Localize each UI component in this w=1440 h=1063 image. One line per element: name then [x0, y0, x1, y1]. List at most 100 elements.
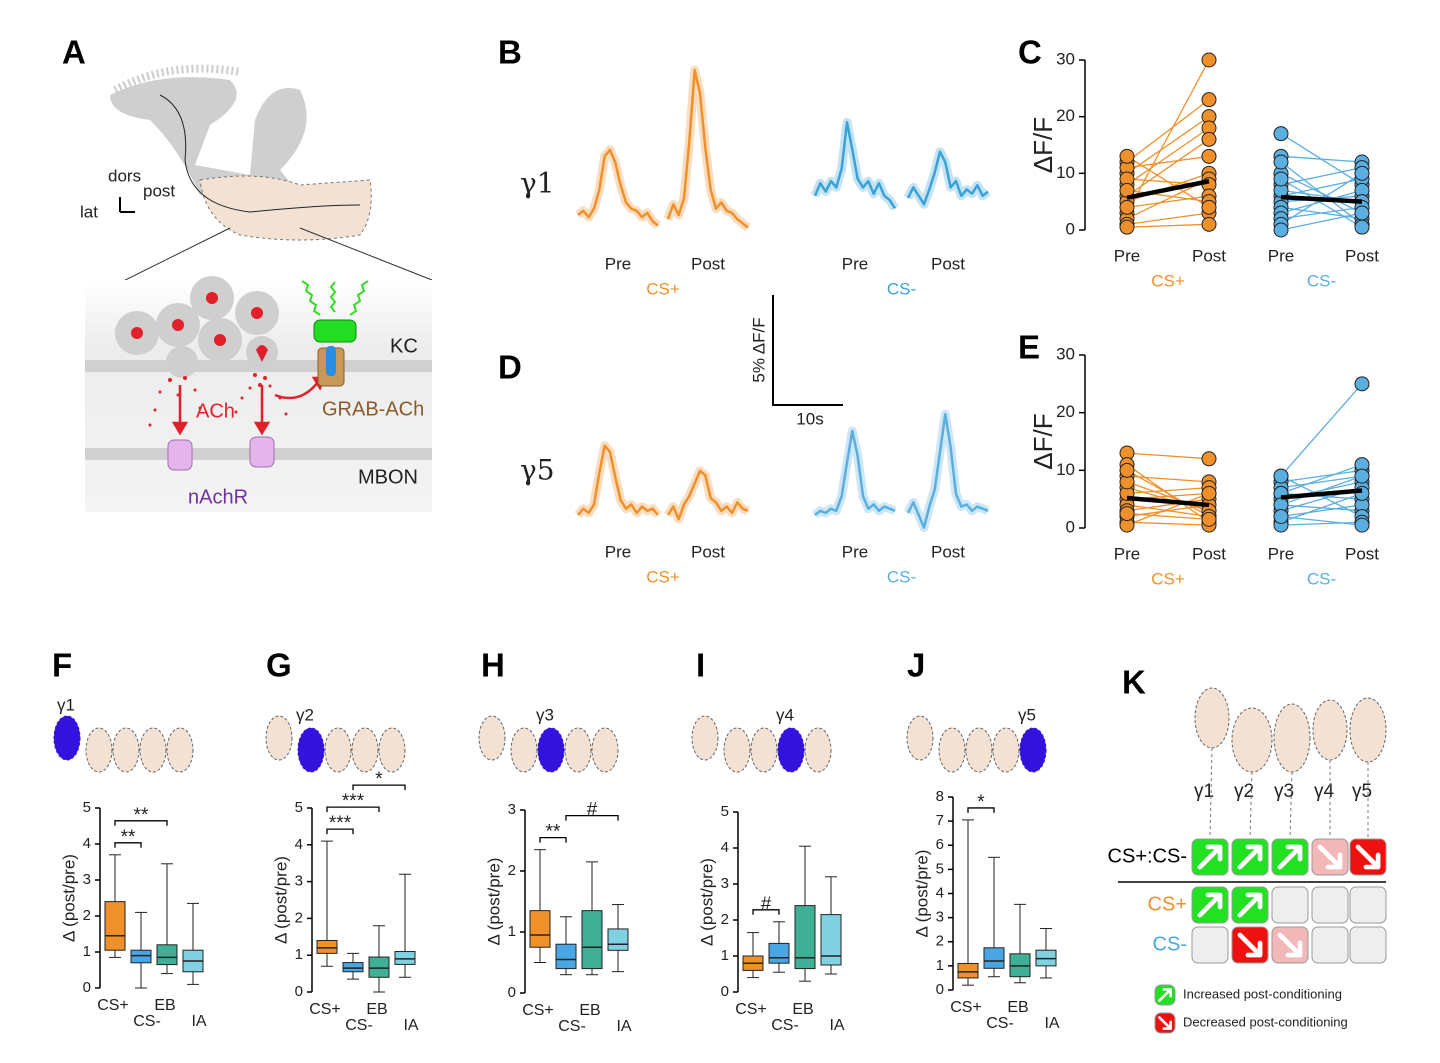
group-label: CS-: [887, 279, 916, 298]
lobe: [777, 727, 805, 773]
row-label: CS-: [1153, 933, 1187, 955]
trace-line: [906, 150, 989, 206]
pair-line: [1126, 212, 1210, 225]
pair-point: [1201, 511, 1217, 527]
lobe: [1273, 703, 1311, 773]
segment-label: Pre: [605, 254, 631, 273]
lobe: [510, 727, 538, 773]
y-tick-label: 5: [936, 860, 944, 877]
trace-line: [666, 469, 749, 521]
label-dors: dors: [108, 166, 141, 185]
arrow: [1277, 844, 1303, 870]
neuron: [159, 94, 361, 213]
x-tick-label: Post: [1345, 246, 1379, 265]
significance-label: #: [761, 894, 772, 915]
y-tick-label: 1: [936, 957, 944, 974]
lobe: [804, 727, 832, 773]
y-tick-label: 2: [83, 907, 91, 924]
pair-line: [1280, 515, 1363, 526]
pair-line: [1280, 475, 1363, 489]
y-tick-label: 0: [508, 984, 516, 1001]
pair-point: [1201, 92, 1217, 108]
pair-line: [1280, 504, 1363, 518]
pair-line: [1126, 521, 1210, 526]
grab-ach: [313, 319, 357, 387]
lobe: [1231, 707, 1273, 773]
scale-y-label: 5% ΔF/F: [749, 317, 768, 382]
arrow: [1197, 892, 1223, 918]
panel-label: A: [62, 34, 86, 71]
x-tick-label: CS+: [522, 1002, 554, 1019]
diagram-a: dors post lat KC ACh GRAB-ACh MBON nAchR: [80, 64, 433, 512]
panel-label: J: [907, 647, 925, 684]
lobe: [564, 727, 592, 773]
region-label: γ5: [1018, 705, 1036, 724]
region-label: γ2: [296, 705, 314, 724]
lobe: [166, 727, 194, 773]
lobe: [1349, 697, 1387, 763]
significance-label: **: [134, 805, 149, 826]
panel-label: E: [1018, 329, 1040, 366]
y-tick-label: 0: [721, 983, 729, 1000]
pair-line: [1126, 469, 1210, 518]
segment-label: Post: [691, 254, 725, 273]
pair-line: [1126, 59, 1210, 214]
trace-line: [906, 412, 989, 529]
y-tick-label: 0: [1066, 517, 1075, 536]
label-nachr: nAchR: [188, 486, 248, 508]
significance-label: *: [977, 792, 985, 813]
panel-label: C: [1018, 34, 1042, 71]
box: [394, 951, 416, 965]
y-tick-label: 4: [83, 835, 91, 852]
row-label: γ5: [520, 454, 555, 487]
group-label: CS+: [1151, 569, 1185, 588]
pair-point: [1201, 485, 1217, 501]
pair-point: [1119, 219, 1135, 235]
pair-point: [1201, 216, 1217, 232]
lobe: [537, 727, 565, 773]
y-axis-label: ΔF/F: [1028, 117, 1058, 173]
x-tick-label: Pre: [1268, 544, 1294, 563]
y-tick-label: 2: [721, 911, 729, 928]
pair-point: [1201, 199, 1217, 215]
pair-line: [1126, 138, 1210, 197]
group-label: CS+: [646, 279, 680, 298]
cell: [1349, 926, 1387, 964]
cell: [1271, 886, 1309, 924]
x-tick-label: Pre: [1268, 246, 1294, 265]
box: [156, 944, 178, 966]
box: [342, 962, 364, 973]
scale-bar-lines: [772, 295, 843, 406]
y-tick-label: 1: [721, 947, 729, 964]
lobe: [906, 715, 934, 761]
y-tick-label: 20: [1056, 402, 1075, 421]
arrow: [1237, 892, 1263, 918]
pair-point: [1273, 468, 1289, 484]
arrow: [1317, 844, 1343, 870]
x-tick-label: CS+: [950, 999, 982, 1016]
significance-bracket: [752, 909, 780, 915]
trace-sem: [574, 441, 662, 518]
pair-line: [1280, 475, 1363, 518]
pair-line: [1280, 463, 1363, 495]
box: [581, 910, 603, 970]
x-tick-label: CS+: [309, 1001, 341, 1018]
pair-line: [1280, 383, 1363, 477]
x-tick-label: CS-: [133, 1013, 161, 1030]
pair-point: [1354, 376, 1370, 392]
pair-line: [1126, 99, 1210, 163]
lobe: [53, 715, 81, 761]
group-label: CS+: [1151, 271, 1185, 290]
significance-bracket: [114, 842, 142, 848]
y-axis-label: Δ (post/pre): [697, 858, 716, 946]
y-tick-label: 20: [1056, 106, 1075, 125]
significance-bracket: [967, 807, 995, 813]
group-label: CS-: [1307, 569, 1336, 588]
y-tick-label: 3: [295, 873, 303, 890]
box: [316, 939, 338, 954]
label-ach: ACh: [196, 400, 235, 422]
zoom-line: [299, 227, 433, 281]
y-tick-label: 3: [83, 871, 91, 888]
pair-point: [1201, 148, 1217, 164]
